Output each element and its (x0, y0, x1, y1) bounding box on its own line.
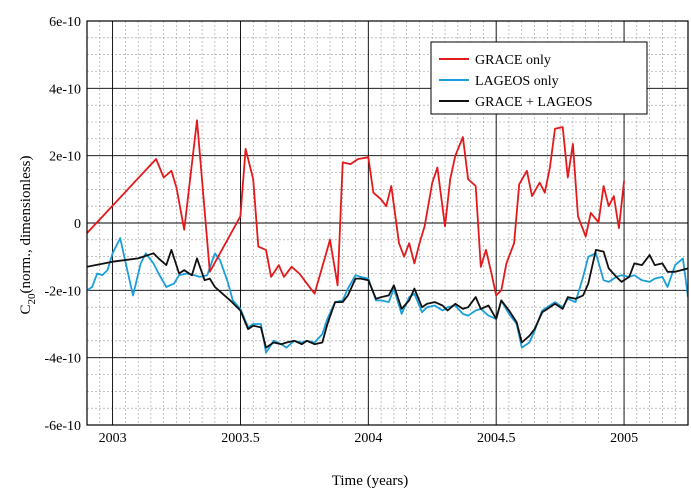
y-tick-label: 6e-10 (49, 15, 81, 30)
y-axis-title-main: C (18, 304, 34, 314)
y-tick-label: 2e-10 (49, 150, 81, 165)
series-line-grace-lageos (87, 249, 688, 349)
y-tick-label: -6e-10 (44, 419, 81, 434)
x-tick-label: 2004.5 (477, 431, 516, 446)
y-tick-labels: 6e-10 4e-10 2e-10 0 -2e-10 -4e-10 -6e-10 (44, 15, 81, 434)
legend: GRACE only LAGEOS only GRACE + LAGEOS (430, 41, 648, 115)
y-tick-label: 0 (74, 217, 81, 232)
x-tick-labels: 2003 2003.5 2004 2004.5 2005 (99, 431, 638, 446)
plot-frame (86, 20, 689, 426)
x-axis-title: Time (years) (332, 473, 409, 489)
x-tick-label: 2005 (610, 431, 638, 446)
y-axis-title-sub: 20 (26, 293, 38, 305)
x-tick-label: 2003 (99, 431, 127, 446)
series-layer (87, 119, 688, 354)
series-line-lageos-only (87, 237, 688, 354)
svg-text:C20(norm., dimensionless): C20(norm., dimensionless) (18, 156, 38, 315)
y-axis-title: C20(norm., dimensionless) (18, 156, 38, 315)
series-line-grace-only (87, 119, 625, 297)
legend-label: LAGEOS only (475, 74, 559, 89)
y-tick-label: 4e-10 (49, 82, 81, 97)
x-tick-label: 2003.5 (221, 431, 260, 446)
legend-label: GRACE only (475, 53, 551, 68)
y-axis-title-rest: (norm., dimensionless) (18, 156, 34, 294)
legend-label: GRACE + LAGEOS (475, 95, 593, 110)
x-tick-label: 2004 (354, 431, 382, 446)
y-tick-label: -2e-10 (44, 284, 81, 299)
y-tick-label: -4e-10 (44, 352, 81, 367)
